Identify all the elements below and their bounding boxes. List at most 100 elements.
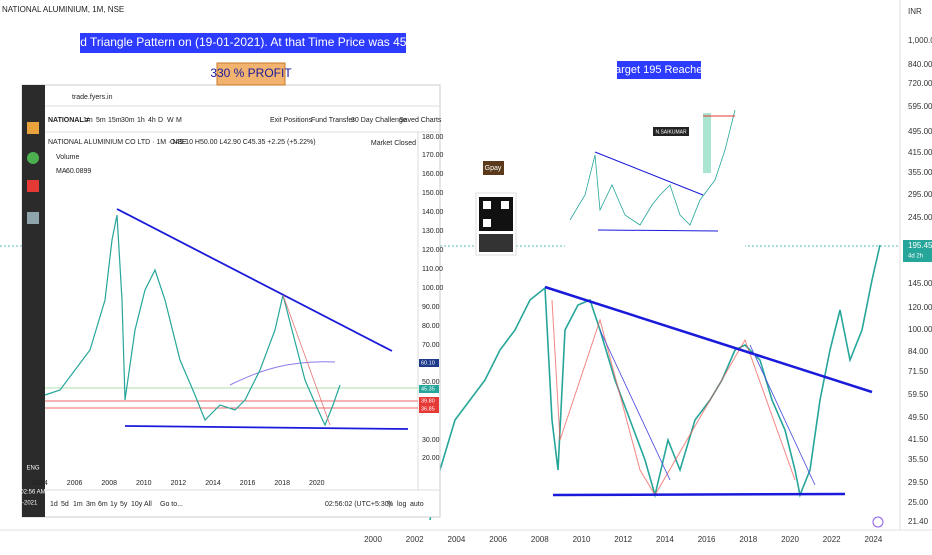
toolbar-item[interactable]: 1m xyxy=(83,117,93,124)
inner-window xyxy=(21,84,441,518)
range-button[interactable]: All xyxy=(144,501,152,508)
inner-time-label: 2006 xyxy=(67,480,83,487)
trendline-upper xyxy=(544,285,873,394)
toolbar-item[interactable]: Saved Charts xyxy=(399,117,442,124)
time-label: 2010 xyxy=(573,535,591,544)
legend-ma: MA xyxy=(56,168,67,175)
price-label: 49.50 xyxy=(908,413,929,422)
inner-price-tag: 39.80 xyxy=(421,398,435,404)
price-label: 415.00 xyxy=(908,148,932,157)
alert-icon[interactable] xyxy=(872,516,884,528)
price-label: 495.00 xyxy=(908,127,932,136)
toolbar-item[interactable]: W xyxy=(167,117,174,124)
qr-block xyxy=(483,201,491,209)
inner-price-label: 160.00 xyxy=(422,171,444,178)
banner: I Analyzed Triangle Pattern on (19-01-20… xyxy=(32,35,455,49)
toolbar-item[interactable]: 15m xyxy=(108,117,122,124)
price-label: 29.50 xyxy=(908,478,929,487)
price-label: 840.00 xyxy=(908,60,932,69)
toolbar-item[interactable]: 4h xyxy=(148,117,156,124)
inner-time-label: 2008 xyxy=(101,480,117,487)
qr-block xyxy=(479,234,513,252)
toolbar-item[interactable]: 1h xyxy=(137,117,145,124)
taskbar-time: 02:56 AM xyxy=(20,490,45,496)
inset-author: N.SAIKUMAR xyxy=(655,129,687,135)
toolbar-item[interactable]: NATIONAL ≠ xyxy=(48,117,89,124)
inner-price-label: 100.00 xyxy=(422,285,444,292)
price-label: 145.00 xyxy=(908,279,932,288)
range-button[interactable]: 3m xyxy=(86,501,96,508)
inner-trendline-base xyxy=(124,425,409,430)
target-bg xyxy=(617,61,701,79)
time-label: 2014 xyxy=(656,535,674,544)
inner-price-line xyxy=(44,214,341,427)
inner-time-label: 2014 xyxy=(205,480,221,487)
price-label: 71.50 xyxy=(908,367,929,376)
gpay-label: Gpay xyxy=(485,165,502,172)
range-button[interactable]: 1d xyxy=(50,501,58,508)
inner-price-label: 140.00 xyxy=(422,209,444,216)
time-label: 2016 xyxy=(698,535,716,544)
trendline-inner xyxy=(749,344,816,486)
trendline-base xyxy=(552,492,846,497)
price-label: 21.40 xyxy=(908,517,929,526)
toolbar-item[interactable]: Exit Positions xyxy=(270,117,313,124)
qr-block xyxy=(501,201,509,209)
toolbar-item[interactable]: 5m xyxy=(96,117,106,124)
inner-trendline xyxy=(282,294,331,426)
inner-time-label: 2004 xyxy=(32,480,48,487)
toolbar-item[interactable]: Fund Transfer xyxy=(311,117,355,124)
taskbar xyxy=(22,85,45,517)
inner-time-label: 2020 xyxy=(309,480,325,487)
time-label: 2008 xyxy=(531,535,549,544)
inner-price-label: 70.00 xyxy=(422,342,440,349)
range-button[interactable]: 10y xyxy=(131,501,143,508)
app-icon xyxy=(27,122,39,134)
currency: INR xyxy=(908,7,922,16)
range-button[interactable]: 1m xyxy=(73,501,83,508)
time-label: 2018 xyxy=(739,535,757,544)
axis-option[interactable]: log xyxy=(397,501,406,508)
banner-bg xyxy=(80,33,406,53)
last-price-tag xyxy=(903,240,932,262)
toolbar-item[interactable]: 30m xyxy=(121,117,135,124)
time-label: 2000 xyxy=(364,535,382,544)
inset-trendline xyxy=(597,229,719,232)
price-label: 720.00 xyxy=(908,79,932,88)
range-button[interactable]: 6m xyxy=(98,501,108,508)
range-button[interactable]: Go to... xyxy=(160,501,183,508)
taskbar-date: 19-01-2021 xyxy=(7,501,38,507)
price-label: 120.00 xyxy=(908,303,932,312)
taskbar-lang: ENG xyxy=(26,466,39,472)
price-label: 245.00 xyxy=(908,213,932,222)
inner-price-label: 120.00 xyxy=(422,247,444,254)
range-button[interactable]: 5d xyxy=(61,501,69,508)
toolbar-item[interactable]: M xyxy=(176,117,182,124)
clock: 02:56:02 (UTC+5:30) xyxy=(325,501,391,508)
inner-time-label: 2010 xyxy=(136,480,152,487)
inset-price-line xyxy=(569,109,736,226)
app-icon xyxy=(27,180,39,192)
inner-time-label: 2016 xyxy=(240,480,256,487)
price-label: 35.50 xyxy=(908,455,929,464)
inner-price-label: 170.00 xyxy=(422,152,444,159)
price-label: 355.00 xyxy=(908,168,932,177)
inner-time-label: 2012 xyxy=(171,480,187,487)
axis-option[interactable]: % xyxy=(387,501,393,508)
target-label: Target 195 Reached xyxy=(609,64,708,76)
toolbar-item[interactable]: 30 Day Challenge xyxy=(351,117,407,124)
inner-price-tag: 60.10 xyxy=(421,360,435,366)
range-button[interactable]: 1y xyxy=(110,501,118,508)
range-button[interactable]: 5y xyxy=(120,501,128,508)
axis-option[interactable]: auto xyxy=(410,501,424,508)
price-label: 59.50 xyxy=(908,390,929,399)
inner-price-tag: 45.35 xyxy=(421,386,435,392)
app-icon xyxy=(27,152,39,164)
trendline-inner xyxy=(599,329,671,481)
legend-ohlc: O45.10 H50.00 L42.90 C45.35 +2.25 (+5.22… xyxy=(170,139,316,146)
url: trade.fyers.in xyxy=(72,94,113,101)
toolbar-item[interactable]: D xyxy=(158,117,163,124)
inner-price-label: 20.00 xyxy=(422,455,440,462)
price-label: 100.00 xyxy=(908,325,932,334)
